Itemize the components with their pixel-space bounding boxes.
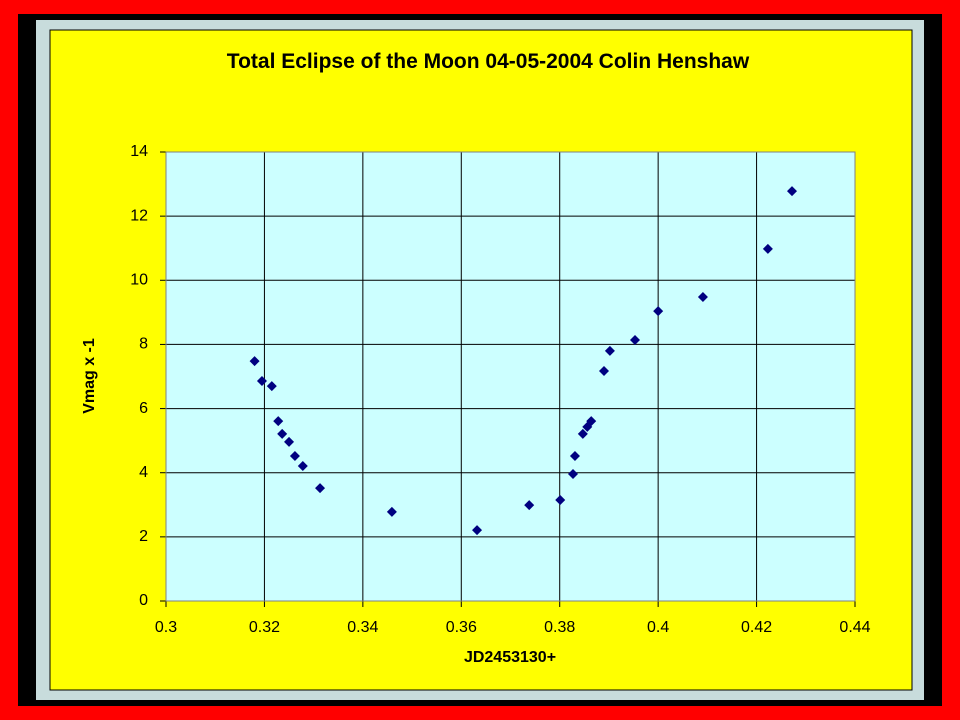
point [653,306,664,317]
point [315,483,326,494]
point [569,451,580,462]
point [762,243,773,254]
point [555,494,566,505]
y-tick-label: 0 [139,592,148,609]
point [289,451,300,462]
point [273,416,284,427]
x-axis-title: JD2453130+ [464,649,556,666]
chart-title: Total Eclipse of the Moon 04-05-2004 Col… [226,50,750,73]
x-tick-label: 0.38 [544,619,575,636]
plot-border [165,151,856,602]
y-axis-title: Vmag x -1 [81,338,98,414]
y-tick-label: 10 [130,272,148,289]
point [266,381,277,392]
point [787,186,798,197]
point [577,428,588,439]
x-tick-label: 0.32 [249,619,280,636]
point [630,334,641,345]
point [697,291,708,302]
point [586,416,597,427]
point [604,345,615,356]
x-tick-label: 0.44 [839,619,870,636]
point [284,436,295,447]
point [568,468,579,479]
point [599,366,610,377]
point [249,356,260,367]
y-tick-label: 4 [139,464,148,481]
x-tick-label: 0.42 [741,619,772,636]
y-tick-label: 8 [139,336,148,353]
point [472,525,483,536]
y-tick-label: 2 [139,528,148,545]
point [386,506,397,517]
x-tick-label: 0.36 [446,619,477,636]
point [297,460,308,471]
point [277,428,288,439]
plot-area [165,151,856,602]
x-tick-label: 0.34 [347,619,378,636]
point [524,500,535,511]
y-tick-label: 14 [130,143,148,160]
y-tick-label: 6 [139,400,148,417]
point [256,375,267,386]
x-tick-label: 0.4 [647,619,669,636]
y-tick-label: 12 [130,207,148,224]
x-tick-label: 0.3 [155,619,177,636]
